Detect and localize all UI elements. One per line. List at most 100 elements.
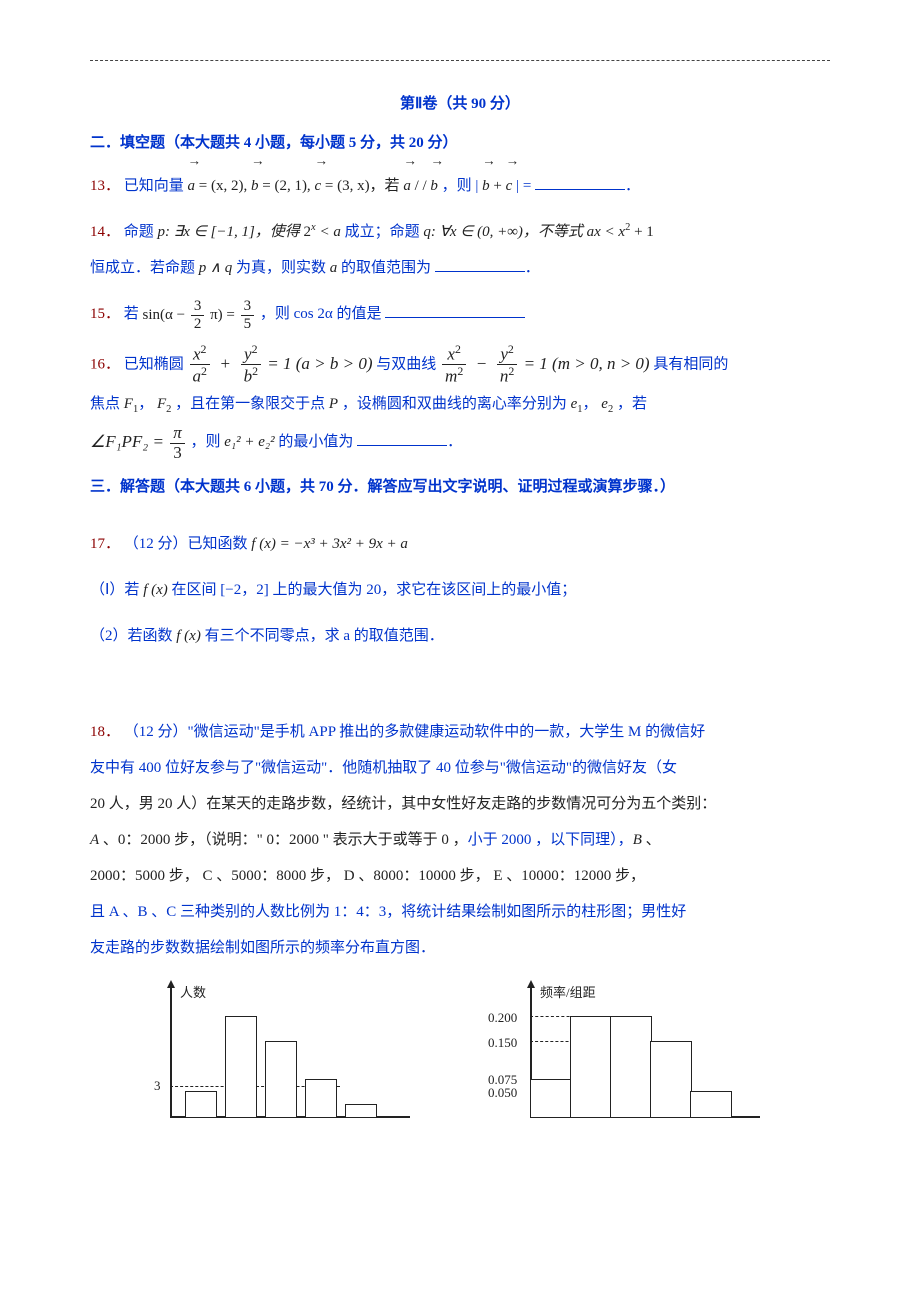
q17-fx2: f (x) — [143, 582, 168, 598]
q18-number: 18． — [90, 724, 120, 740]
q16-tail1: 具有相同的 — [653, 356, 728, 372]
hist-t-0050: 0.050 — [488, 1085, 517, 1101]
q16-l2mid2: ，设椭圆和双曲线的离心率分别为 — [342, 396, 567, 412]
q17-fx: f (x) = −x³ + 3x² + 9x + a — [251, 536, 408, 552]
q16-l2mid: ，且在第一象限交于点 — [175, 396, 325, 412]
q17-part1: （Ⅰ）若 f (x) 在区间 [−2，2] 上的最大值为 20，求它在该区间上的… — [90, 572, 830, 608]
q15-pre: 若 — [124, 306, 143, 322]
bar-E — [345, 1104, 377, 1119]
top-divider — [90, 60, 830, 62]
q16-number: 16． — [90, 356, 120, 372]
q13-b-val: = (2, 1), — [258, 178, 314, 194]
q16-e2s: 2 — [608, 404, 613, 415]
q14-lta: < a — [316, 224, 341, 240]
q17-p1b: 在区间 [−2，2] 上的最大值为 20，求它在该区间上的最小值； — [172, 582, 577, 598]
q13-a: a — [188, 178, 196, 194]
q16-3: 3 — [170, 444, 185, 463]
q18-l3: 20 人，男 20 人）在某天的走路步数，经统计，其中女性好友走路的步数情况可分… — [90, 796, 716, 812]
q15-mid: ，则 cos 2α 的值是 — [260, 306, 382, 322]
q14-plabel: 命题 — [124, 224, 154, 240]
q15-n1: 3 — [191, 298, 205, 316]
q16-pi: π — [170, 424, 185, 444]
q15-piclose: π) = — [210, 307, 239, 323]
q18-l2: 友中有 400 位好友参与了"微信运动"．他随机抽取了 40 位参与"微信运动"… — [90, 760, 677, 776]
q16-e2: e — [601, 396, 608, 412]
q16-y: y — [244, 344, 252, 363]
bar-ylabel: 人数 — [180, 982, 206, 1001]
q16-F1s: 1 — [133, 404, 138, 415]
hbar-3 — [610, 1016, 652, 1118]
q17-p2b: 有三个不同零点，求 a 的取值范围． — [205, 628, 444, 644]
q16-b: b — [244, 367, 253, 386]
q16-e1e2: e₁² + e₂² — [224, 434, 274, 450]
bar-ytick-3: 3 — [154, 1078, 161, 1094]
q13-b2: b — [430, 178, 438, 194]
q13-tail: | = — [516, 178, 535, 194]
q15-d1: 2 — [191, 316, 205, 333]
q17-p2a: （2）若函数 — [90, 628, 176, 644]
q14-avar: a — [330, 260, 338, 276]
q16-x2b: x — [447, 344, 455, 363]
q16-min: 的最小值为 — [278, 434, 353, 450]
q17-p1a: （Ⅰ）若 — [90, 582, 143, 598]
bar-A — [185, 1091, 217, 1118]
q13-b: b — [251, 178, 259, 194]
q13-b3: b — [482, 178, 490, 194]
q14-plus1: + 1 — [630, 224, 653, 240]
q16-a: a — [193, 367, 202, 386]
bar-C — [265, 1041, 297, 1118]
q14-blank — [435, 256, 525, 272]
q16-l2tail: ，若 — [617, 396, 647, 412]
q13-then: ，则 | — [442, 178, 483, 194]
q16-e1s: 1 — [577, 404, 582, 415]
section2-heading: 二．填空题（本大题共 4 小题，每小题 5 分，共 20 分） — [90, 131, 830, 152]
hbar-4 — [650, 1041, 692, 1118]
q13-a-val: = (x, 2), — [195, 178, 251, 194]
section3-heading: 三．解答题（本大题共 6 小题，共 70 分．解答应写出文字说明、证明过程或演算… — [90, 475, 830, 496]
hbar-1 — [530, 1079, 572, 1119]
q16-m: m — [445, 367, 457, 386]
question-18: 18． （12 分）"微信运动"是手机 APP 推出的多款健康运动软件中的一款，… — [90, 714, 830, 966]
question-17: 17． （12 分）已知函数 f (x) = −x³ + 3x² + 9x + … — [90, 526, 830, 562]
q13-pre: 已知向量 — [124, 178, 184, 194]
q14-number: 14． — [90, 224, 120, 240]
q14-pexpr: p: ∃x ∈ [−1, 1]，使得 — [158, 224, 304, 240]
hbar-2 — [570, 1016, 612, 1118]
q18-l6: 且 A 、B 、C 三种类别的人数比例为 1：4：3，将统计结果绘制如图所示的柱… — [90, 904, 686, 920]
q16-P: P — [329, 396, 338, 412]
q16-F2: F — [157, 396, 166, 412]
bar-B — [225, 1016, 257, 1118]
histogram-chart: 频率/组距 0.200 0.150 0.075 0.050 — [470, 986, 770, 1126]
hist-ylabel: 频率/组距 — [540, 982, 596, 1001]
question-14: 14． 命题 p: ∃x ∈ [−1, 1]，使得 2x < a 成立；命题 q… — [90, 214, 830, 286]
q17-pts: （12 分）已知函数 — [124, 536, 252, 552]
part2-title: 第Ⅱ卷（共 90 分） — [90, 92, 830, 113]
q16-F2s: 2 — [166, 404, 171, 415]
q16-l2pre: 焦点 — [90, 396, 120, 412]
q13-plus: + — [490, 178, 506, 194]
q16-F1: F — [124, 396, 133, 412]
q14-l2mid: 为真，则实数 — [236, 260, 326, 276]
q18-l5: 2000：5000 步， C 、5000：8000 步， D 、8000：100… — [90, 868, 645, 884]
q17-part2: （2）若函数 f (x) 有三个不同零点，求 a 的取值范围． — [90, 618, 830, 654]
question-15: 15． 若 sin(α − 32 π) = 35 ，则 cos 2α 的值是 — [90, 296, 830, 333]
bar-chart: 人数 3 — [130, 986, 410, 1126]
q13-c2: c — [506, 178, 513, 194]
q18-l1: （12 分）"微信运动"是手机 APP 推出的多款健康运动软件中的一款，大学生 … — [124, 724, 705, 740]
q13-parallel: / / — [411, 178, 431, 194]
q16-angle: ∠F₁PF₂ = — [90, 432, 168, 451]
q14-l2tail: 的取值范围为 — [341, 260, 431, 276]
q16-cond2: = 1 (m > 0, n > 0) — [524, 353, 650, 372]
q16-then: ，则 — [190, 434, 220, 450]
question-13: 13． 已知向量 →a = (x, 2), →b = (2, 1), →c = … — [90, 168, 830, 204]
q14-pandq: p ∧ q — [199, 260, 232, 276]
q14-l2pre: 恒成立．若命题 — [90, 260, 195, 276]
q18-l7: 友走路的步数数据绘制如图所示的频率分布直方图． — [90, 940, 435, 956]
question-16: 16． 已知椭圆 x2a2 + y2b2 = 1 (a > b > 0) 与双曲… — [90, 343, 830, 464]
q14-2: 2 — [304, 224, 312, 240]
q13-c-val: = (3, x)，若 — [321, 178, 403, 194]
hist-t-0200: 0.200 — [488, 1010, 517, 1026]
q16-cond1: = 1 (a > b > 0) — [267, 353, 372, 372]
q15-d2: 5 — [241, 316, 255, 333]
q13-a2: a — [403, 178, 411, 194]
